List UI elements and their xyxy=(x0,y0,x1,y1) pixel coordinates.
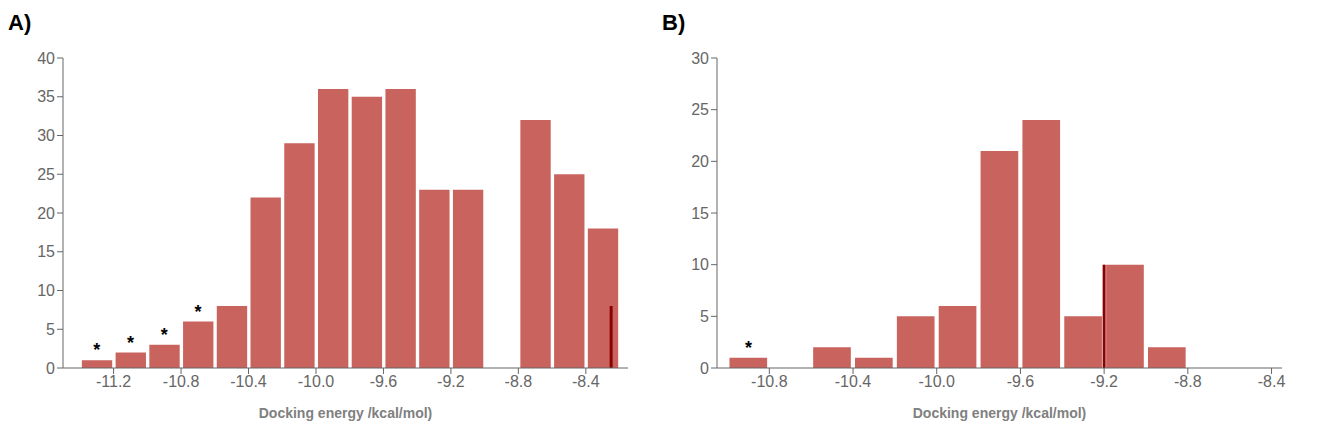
svg-text:-10.4: -10.4 xyxy=(230,373,267,390)
svg-text:0: 0 xyxy=(700,360,709,377)
svg-text:10: 10 xyxy=(691,256,709,273)
svg-text:0: 0 xyxy=(46,360,55,377)
svg-text:-8.4: -8.4 xyxy=(572,373,600,390)
svg-text:-10.8: -10.8 xyxy=(163,373,200,390)
html-text:B): B) xyxy=(662,10,686,35)
svg-text:-10.0: -10.0 xyxy=(918,373,955,390)
svg-text:-8.4: -8.4 xyxy=(1258,373,1286,390)
svg-text:30: 30 xyxy=(37,127,55,144)
svg-text:*: * xyxy=(194,302,201,322)
svg-text:*: * xyxy=(93,340,100,360)
svg-text:-9.6: -9.6 xyxy=(370,373,398,390)
svg-text:-9.6: -9.6 xyxy=(1007,373,1035,390)
svg-text:-10.8: -10.8 xyxy=(751,373,788,390)
svg-text:10: 10 xyxy=(37,282,55,299)
svg-text:5: 5 xyxy=(700,308,709,325)
svg-text:-8.8: -8.8 xyxy=(1174,373,1202,390)
svg-text:-9.2: -9.2 xyxy=(437,373,465,390)
svg-text:40: 40 xyxy=(37,50,55,67)
svg-text:*: * xyxy=(127,333,134,353)
svg-text:-8.8: -8.8 xyxy=(505,373,533,390)
svg-text:-10.0: -10.0 xyxy=(298,373,335,390)
svg-text:20: 20 xyxy=(37,205,55,222)
svg-text:20: 20 xyxy=(691,153,709,170)
svg-text:5: 5 xyxy=(46,321,55,338)
svg-text:Docking energy /kcal/mol): Docking energy /kcal/mol) xyxy=(259,405,433,421)
svg-text:25: 25 xyxy=(37,166,55,183)
svg-text:-9.2: -9.2 xyxy=(1090,373,1118,390)
html-text:A): A) xyxy=(8,10,32,35)
svg-text:25: 25 xyxy=(691,101,709,118)
svg-text:*: * xyxy=(745,338,752,358)
svg-text:30: 30 xyxy=(691,50,709,67)
svg-text:*: * xyxy=(161,325,168,345)
svg-text:Docking energy /kcal/mol): Docking energy /kcal/mol) xyxy=(913,405,1087,421)
svg-text:15: 15 xyxy=(37,243,55,260)
svg-text:-10.4: -10.4 xyxy=(835,373,872,390)
svg-text:15: 15 xyxy=(691,205,709,222)
svg-text:35: 35 xyxy=(37,88,55,105)
svg-text:-11.2: -11.2 xyxy=(96,373,131,390)
